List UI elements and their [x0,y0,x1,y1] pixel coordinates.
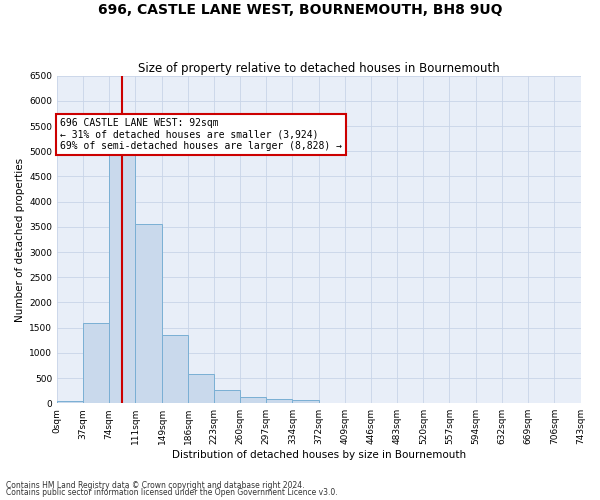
Title: Size of property relative to detached houses in Bournemouth: Size of property relative to detached ho… [138,62,500,74]
Bar [266,398,292,403]
Bar [214,390,240,403]
Bar [135,224,162,403]
X-axis label: Distribution of detached houses by size in Bournemouth: Distribution of detached houses by size … [172,450,466,460]
Bar [188,374,214,403]
Text: Contains public sector information licensed under the Open Government Licence v3: Contains public sector information licen… [6,488,338,497]
Bar [57,400,83,403]
Text: Contains HM Land Registry data © Crown copyright and database right 2024.: Contains HM Land Registry data © Crown c… [6,480,305,490]
Bar [109,146,135,403]
Bar [162,335,188,403]
Text: 696, CASTLE LANE WEST, BOURNEMOUTH, BH8 9UQ: 696, CASTLE LANE WEST, BOURNEMOUTH, BH8 … [98,2,502,16]
Bar [292,400,319,403]
Bar [240,397,266,403]
Y-axis label: Number of detached properties: Number of detached properties [15,158,25,322]
Bar [83,322,109,403]
Text: 696 CASTLE LANE WEST: 92sqm
← 31% of detached houses are smaller (3,924)
69% of : 696 CASTLE LANE WEST: 92sqm ← 31% of det… [60,118,342,152]
